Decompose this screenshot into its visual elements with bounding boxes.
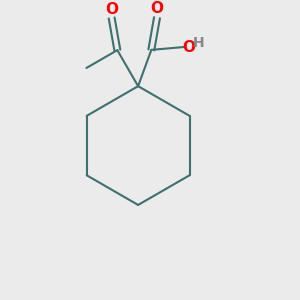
Text: H: H bbox=[193, 36, 205, 50]
Text: O: O bbox=[182, 40, 195, 55]
Text: O: O bbox=[151, 1, 164, 16]
Text: O: O bbox=[105, 2, 118, 16]
